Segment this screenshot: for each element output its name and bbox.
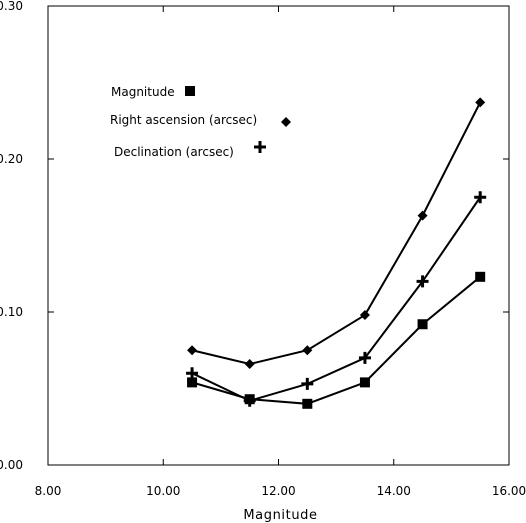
legend-label: Right ascension (arcsec) [110,113,257,127]
data-point-plus [186,367,199,380]
legend-marker-diamond [281,117,291,127]
series-line-square [191,276,481,405]
data-point-square [359,377,370,388]
data-point-square [475,271,486,282]
series-line-plus [191,196,482,402]
plot-frame [47,5,510,466]
x-tick-label: 14.00 [377,484,411,498]
data-point-square [187,377,198,388]
data-point-square [302,398,313,409]
series-line-diamond [191,101,482,366]
data-point-diamond [187,345,198,356]
data-point-diamond [417,210,428,221]
data-point-diamond [475,97,486,108]
legend-marker-plus [254,141,266,153]
y-tick-label: 0.00 [0,458,23,472]
legend-marker-square [185,86,195,96]
data-point-plus [474,191,487,204]
y-tick-label: 0.10 [0,305,23,319]
data-point-plus [416,275,429,288]
data-point-plus [358,351,371,364]
legend: Magnitude Right ascension (arcsec) Declina… [110,85,291,159]
data-point-diamond [244,359,255,370]
x-tick-label: 10.00 [146,484,180,498]
x-tick-label: 16.00 [492,484,526,498]
x-tick-label: 12.00 [261,484,295,498]
data-point-diamond [359,310,370,321]
x-axis-title: Magnitude [243,508,317,523]
data-point-plus [243,394,256,407]
data-point-square [417,319,428,330]
series-markers [186,97,487,409]
y-tick-label: 0.20 [0,152,23,166]
data-point-plus [301,377,314,390]
y-tick-label: 0.30 [0,0,23,13]
data-point-diamond [302,345,313,356]
legend-label: Magnitude [111,85,175,99]
series-lines [191,101,482,405]
legend-label: Declination (arcsec) [114,145,234,159]
axes: 8.00 10.00 12.00 14.00 16.00 0.00 0.10 0.20 0.30 [0,0,526,498]
x-tick-label: 8.00 [35,484,62,498]
